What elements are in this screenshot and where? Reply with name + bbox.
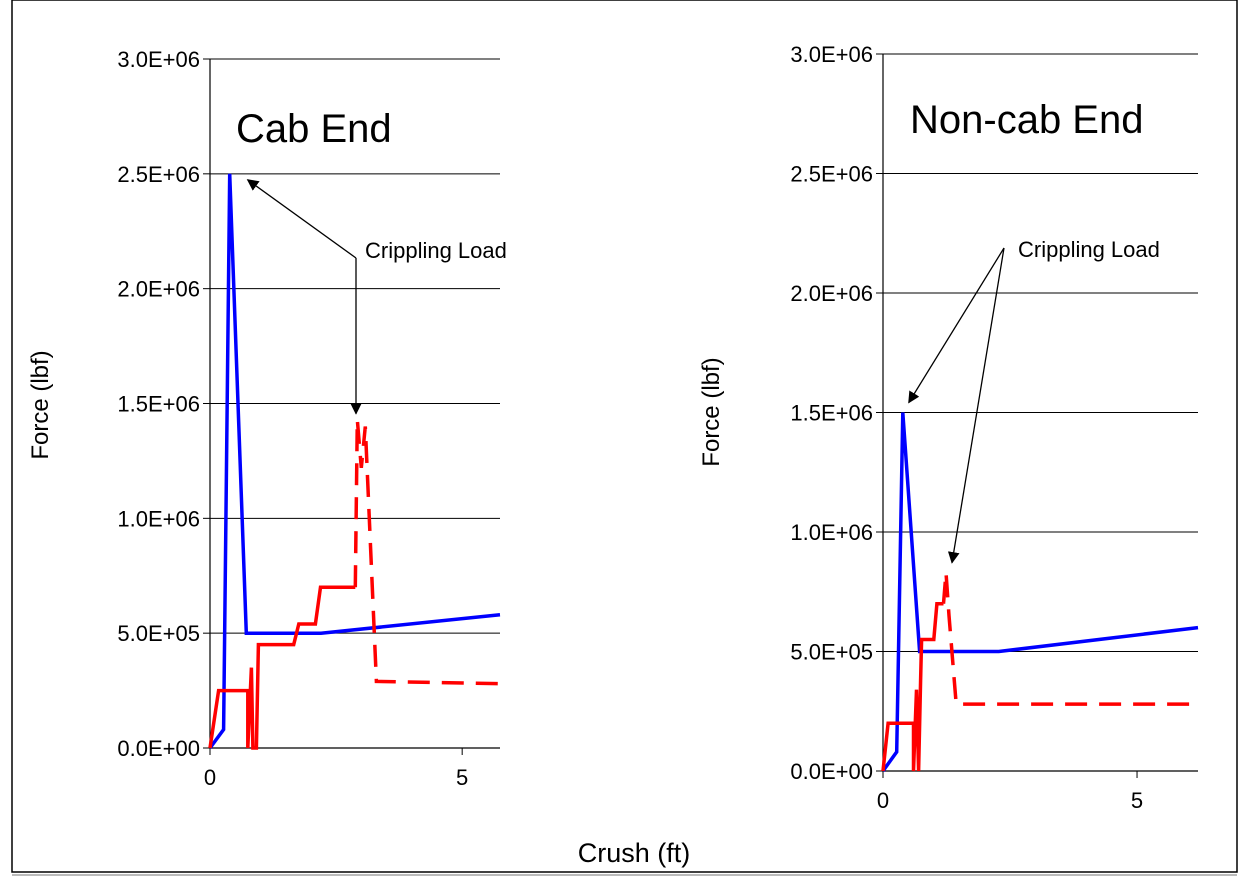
cab-end-chart: 0.0E+00 5.0E+05 1.0E+06 1.5E+06 2.0E+06 2.5E+… bbox=[27, 47, 507, 790]
chart-title: Cab End bbox=[236, 107, 392, 151]
series-line-2 bbox=[941, 572, 1198, 706]
series-line-1 bbox=[881, 601, 944, 772]
series-line-0 bbox=[208, 173, 501, 750]
annotation-arrow bbox=[908, 247, 1005, 404]
y-tick-label: 3.0E+06 bbox=[117, 47, 200, 72]
annotation-arrow bbox=[947, 247, 1005, 564]
y-tick-label: 2.5E+06 bbox=[117, 162, 200, 187]
y-tick-label: 2.0E+06 bbox=[117, 277, 200, 302]
y-tick-label: 1.0E+06 bbox=[790, 520, 873, 545]
chart-title: Non-cab End bbox=[910, 98, 1143, 142]
y-tick-label: 1.5E+06 bbox=[790, 401, 873, 426]
y-tick-label: 2.5E+06 bbox=[790, 162, 873, 187]
y-tick-label: 5.0E+05 bbox=[790, 640, 873, 665]
annotation-arrow bbox=[246, 179, 357, 259]
x-tick-label: 0 bbox=[204, 765, 216, 790]
y-axis-label: Force (lbf) bbox=[698, 357, 725, 466]
x-tick-label: 5 bbox=[456, 765, 468, 790]
y-tick-label: 2.0E+06 bbox=[790, 281, 873, 306]
x-tick-label: 5 bbox=[1131, 788, 1143, 813]
x-axis-label: Crush (ft) bbox=[578, 838, 691, 868]
series-line-1 bbox=[208, 585, 356, 750]
y-tick-label: 1.5E+06 bbox=[117, 392, 200, 417]
y-axis-label: Force (lbf) bbox=[27, 350, 54, 459]
non-cab-end-chart: 0.0E+00 5.0E+05 1.0E+06 1.5E+06 2.0E+06 2.5E+… bbox=[698, 42, 1199, 813]
y-tick-label: 3.0E+06 bbox=[790, 42, 873, 67]
annotation-label: Crippling Load bbox=[365, 238, 507, 263]
series-line-2 bbox=[353, 419, 501, 686]
series-line-0 bbox=[881, 412, 1199, 773]
figure-border bbox=[11, 0, 1238, 873]
y-tick-label: 0.0E+00 bbox=[790, 759, 873, 784]
y-tick-label: 5.0E+05 bbox=[117, 621, 200, 646]
y-tick-label: 1.0E+06 bbox=[117, 506, 200, 531]
x-tick-label: 0 bbox=[877, 788, 889, 813]
annotation-label: Crippling Load bbox=[1018, 237, 1160, 262]
y-tick-label: 0.0E+00 bbox=[117, 736, 200, 761]
